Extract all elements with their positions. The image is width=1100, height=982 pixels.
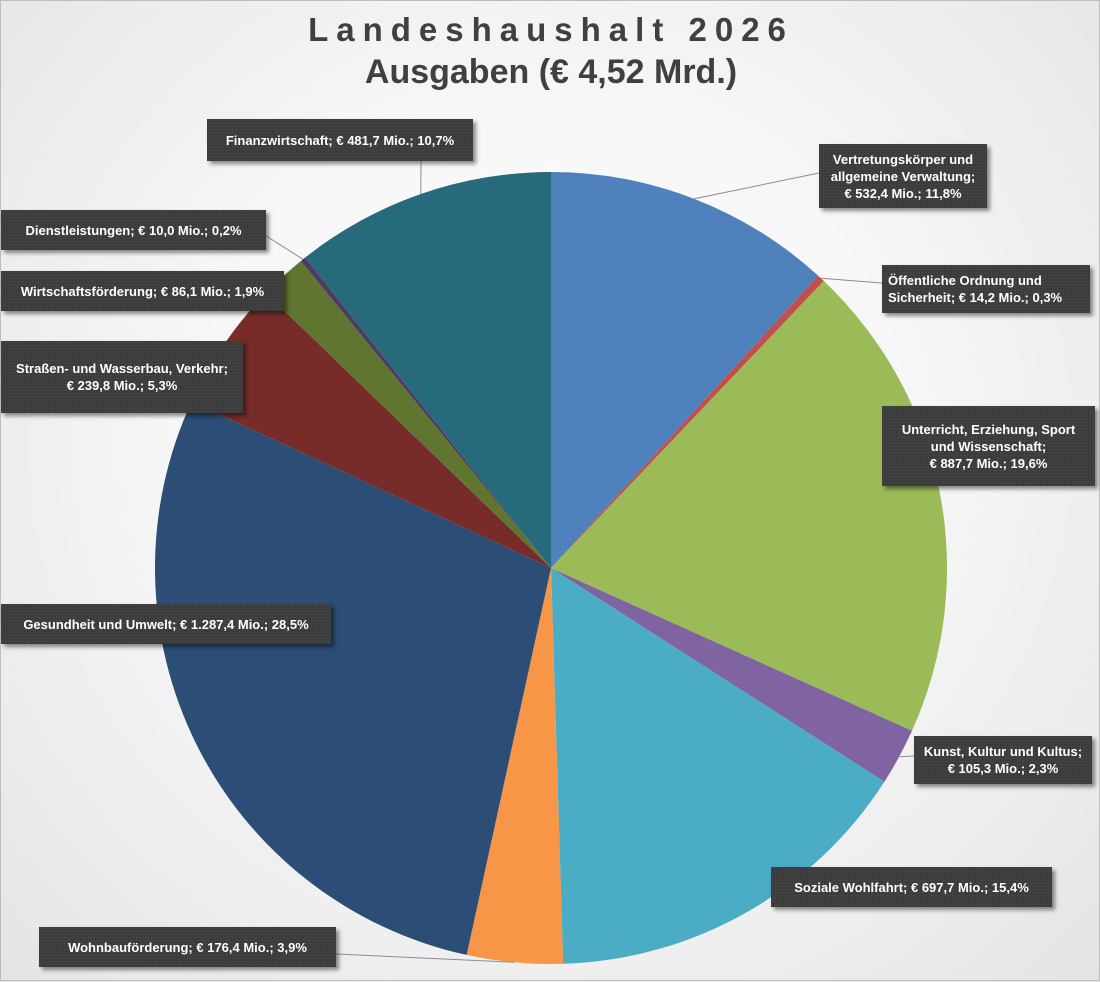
data-label-5-line: Wohnbauförderung; € 176,4 Mio.; 3,9% xyxy=(68,939,307,956)
data-label-0-line: allgemeine Verwaltung; xyxy=(831,168,976,185)
data-label-1-line: Sicherheit; € 14,2 Mio.; 0,3% xyxy=(888,289,1062,306)
data-label-3-line: Kunst, Kultur und Kultus; xyxy=(924,743,1082,760)
leader-line-0 xyxy=(694,173,819,199)
data-label-7-line: € 239,8 Mio.; 5,3% xyxy=(67,377,178,394)
data-label-10-line: Finanzwirtschaft; € 481,7 Mio.; 10,7% xyxy=(226,132,454,149)
data-label-9-line: Dienstleistungen; € 10,0 Mio.; 0,2% xyxy=(26,222,242,239)
data-label-8: Wirtschaftsförderung; € 86,1 Mio.; 1,9% xyxy=(1,271,284,311)
data-label-2-line: Unterricht, Erziehung, Sport xyxy=(902,421,1075,438)
data-label-7-line: Straßen- und Wasserbau, Verkehr; xyxy=(16,360,228,377)
data-label-2-line: € 887,7 Mio.; 19,6% xyxy=(930,455,1048,472)
data-label-8-line: Wirtschaftsförderung; € 86,1 Mio.; 1,9% xyxy=(21,283,264,300)
data-label-3: Kunst, Kultur und Kultus;€ 105,3 Mio.; 2… xyxy=(914,736,1092,784)
data-label-1-line: Öffentliche Ordnung und xyxy=(888,272,1042,289)
data-label-6: Gesundheit und Umwelt; € 1.287,4 Mio.; 2… xyxy=(1,604,331,644)
data-label-5: Wohnbauförderung; € 176,4 Mio.; 3,9% xyxy=(39,927,336,967)
leader-line-9 xyxy=(263,234,303,259)
data-label-0-line: € 532,4 Mio.; 11,8% xyxy=(844,185,961,202)
data-label-10: Finanzwirtschaft; € 481,7 Mio.; 10,7% xyxy=(207,119,473,161)
data-label-9: Dienstleistungen; € 10,0 Mio.; 0,2% xyxy=(1,210,266,250)
data-label-0-line: Vertretungskörper und xyxy=(833,151,973,168)
data-label-6-line: Gesundheit und Umwelt; € 1.287,4 Mio.; 2… xyxy=(23,616,308,633)
data-label-4: Soziale Wohlfahrt; € 697,7 Mio.; 15,4% xyxy=(771,867,1052,907)
data-label-3-line: € 105,3 Mio.; 2,3% xyxy=(948,760,1059,777)
data-label-4-line: Soziale Wohlfahrt; € 697,7 Mio.; 15,4% xyxy=(794,879,1029,896)
leader-line-1 xyxy=(821,278,882,283)
data-label-7: Straßen- und Wasserbau, Verkehr;€ 239,8 … xyxy=(1,341,243,413)
data-label-2-line: und Wissenschaft; xyxy=(931,438,1046,455)
leader-line-3 xyxy=(899,756,914,757)
